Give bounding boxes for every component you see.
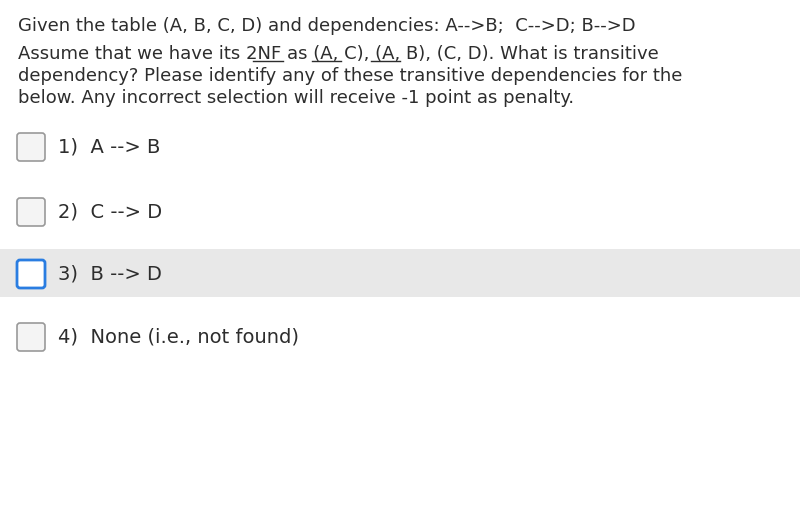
Text: 3)  B --> D: 3) B --> D (58, 264, 162, 284)
Text: dependency? Please identify any of these transitive dependencies for the: dependency? Please identify any of these… (18, 67, 682, 85)
FancyBboxPatch shape (17, 198, 45, 226)
FancyBboxPatch shape (17, 133, 45, 161)
Text: Assume that we have its 2NF as (A, C), (A, B), (C, D). What is transitive: Assume that we have its 2NF as (A, C), (… (18, 45, 658, 63)
FancyBboxPatch shape (17, 323, 45, 351)
Text: Given the table (A, B, C, D) and dependencies: A-->B;  C-->D; B-->D: Given the table (A, B, C, D) and depende… (18, 17, 636, 35)
Text: 4)  None (i.e., not found): 4) None (i.e., not found) (58, 328, 299, 346)
FancyBboxPatch shape (17, 260, 45, 288)
Text: 2)  C --> D: 2) C --> D (58, 203, 162, 221)
Text: below. Any incorrect selection will receive -1 point as penalty.: below. Any incorrect selection will rece… (18, 89, 574, 107)
Text: 1)  A --> B: 1) A --> B (58, 137, 160, 156)
FancyBboxPatch shape (0, 249, 800, 297)
